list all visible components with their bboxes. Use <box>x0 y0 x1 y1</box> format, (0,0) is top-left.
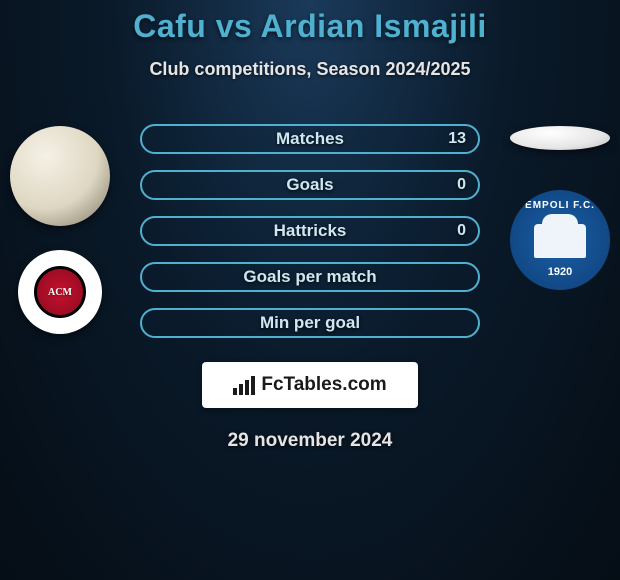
club-right-name: EMPOLI F.C. <box>510 200 610 211</box>
stat-right-value: 0 <box>457 222 466 240</box>
bars-icon <box>233 375 255 395</box>
stat-label: Matches <box>276 129 344 149</box>
stat-label: Goals per match <box>243 267 376 287</box>
club-left-code: ACM <box>34 266 86 318</box>
player-left-block: ACM <box>10 126 110 334</box>
stat-row-hattricks: Hattricks 0 <box>140 216 480 246</box>
player-right-avatar <box>510 126 610 150</box>
player-right-block: EMPOLI F.C. 1920 <box>510 126 610 290</box>
fctables-logo: FcTables.com <box>202 362 418 408</box>
infographic-wrap: Cafu vs Ardian Ismajili Club competition… <box>0 0 620 580</box>
stat-label: Goals <box>286 175 333 195</box>
stat-row-min-per-goal: Min per goal <box>140 308 480 338</box>
stat-label: Hattricks <box>274 221 347 241</box>
club-right-badge: EMPOLI F.C. 1920 <box>510 190 610 290</box>
logo-text: FcTables.com <box>261 374 386 396</box>
club-right-building-icon <box>534 224 586 258</box>
date-text: 29 november 2024 <box>0 430 620 452</box>
stat-label: Min per goal <box>260 313 360 333</box>
stat-right-value: 13 <box>448 130 466 148</box>
page-title: Cafu vs Ardian Ismajili <box>0 0 620 45</box>
club-left-badge: ACM <box>18 250 102 334</box>
stat-right-value: 0 <box>457 176 466 194</box>
stat-row-matches: Matches 13 <box>140 124 480 154</box>
stat-row-goals-per-match: Goals per match <box>140 262 480 292</box>
subtitle: Club competitions, Season 2024/2025 <box>0 59 620 80</box>
stat-row-goals: Goals 0 <box>140 170 480 200</box>
club-right-year: 1920 <box>510 266 610 278</box>
player-left-avatar <box>10 126 110 226</box>
